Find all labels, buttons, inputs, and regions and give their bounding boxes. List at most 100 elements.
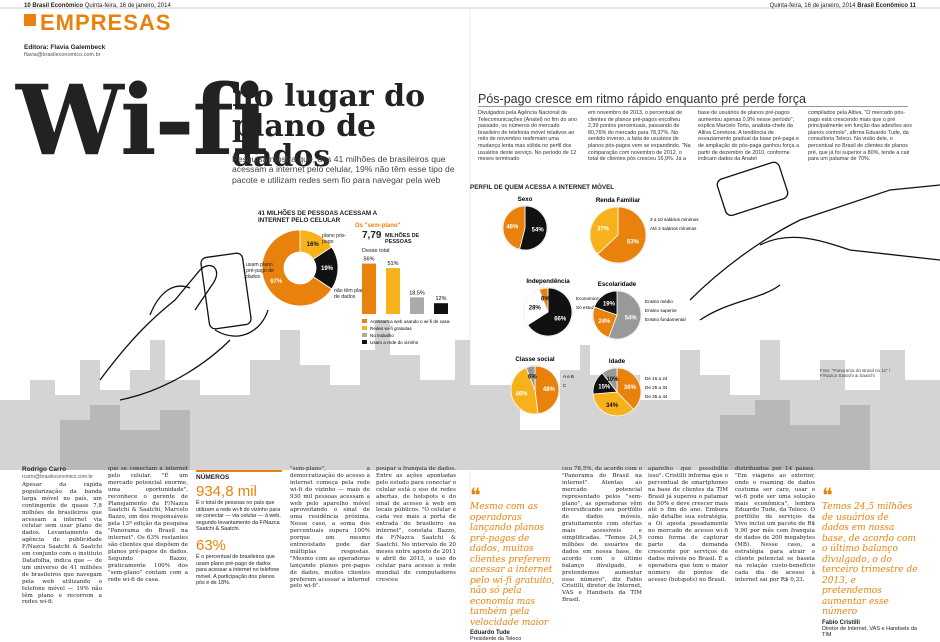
header-right: Quinta-feira, 16 de janeiro, 2014 Brasil… xyxy=(769,3,916,9)
pie-title: Independência xyxy=(526,278,570,285)
segment-label: 6% xyxy=(541,296,550,302)
pie-segment xyxy=(525,365,536,391)
pie-title: Escolaridade xyxy=(598,281,637,288)
segment-name-text: plano pós-pago xyxy=(322,233,347,245)
legend-label: Usam a rede do vizinho xyxy=(370,340,419,345)
page: 10 Brasil Econômico Quinta-feira, 16 de … xyxy=(0,3,940,642)
legend-label: Redes wi-fi gratuitas xyxy=(370,326,412,331)
pie-title: Sexo xyxy=(518,196,533,203)
segment-label: 46% xyxy=(506,224,519,230)
segment-label: 48% xyxy=(543,387,556,393)
segment-label: 16% xyxy=(307,242,320,248)
quote2: ❝ Temos 24,5 milhões de usuários de dado… xyxy=(822,483,918,638)
quote1: ❝ Mesmo com as operadoras lançando plano… xyxy=(470,483,555,642)
bar-label: 18,5% xyxy=(409,290,425,296)
illustration xyxy=(0,7,940,608)
chart2-title: Os "sem-plano" xyxy=(355,223,401,229)
photo-credit: Foto: "Panorama do Brasil no 11" / F/Naz… xyxy=(820,368,891,378)
segment-name: usam plano pré-pago de dados xyxy=(246,262,274,280)
byline-email: rcarro@brasileconomico.com.br xyxy=(22,474,93,480)
pie-segment xyxy=(616,367,642,410)
pie-title: Classe social xyxy=(515,356,554,363)
sidebar-column: base de usuários de planos pré-pagos aum… xyxy=(698,110,799,163)
headline-big: Wi-fi xyxy=(16,64,268,177)
segment-label: 24% xyxy=(598,319,611,325)
pie-segment xyxy=(523,289,549,326)
sidebar-rule xyxy=(478,106,908,107)
segment-label: 63% xyxy=(627,239,640,245)
quote2-role: Diretor de Internet, VAS e Handsets da T… xyxy=(822,625,917,638)
pie-segment xyxy=(597,206,647,264)
pie-segment xyxy=(593,290,618,316)
pie-segment xyxy=(592,306,618,339)
quote1-role: Presidente da Teleco xyxy=(470,636,522,642)
editor-email: flavia@brasileconomico.com.br xyxy=(24,52,101,58)
segment-name: C xyxy=(563,383,567,388)
headline-rest: no lugar do plano de dados xyxy=(232,79,426,174)
segment-label: 6% xyxy=(528,374,537,380)
segment-label: 54% xyxy=(625,315,638,321)
segment-label: 19% xyxy=(321,266,334,272)
segment-name: plano pós-pago xyxy=(322,233,347,245)
segment-label: 10% xyxy=(606,377,619,383)
header-left: 10 Brasil Econômico Quinta-feira, 16 de … xyxy=(24,3,171,9)
byline: Rodrigo Carro xyxy=(22,466,67,473)
pie-outline xyxy=(592,367,642,417)
segment-name-text: não têm plano de dados xyxy=(334,288,367,300)
pie-segment xyxy=(592,391,635,417)
legend-swatch xyxy=(362,326,367,330)
segment-name: Ensino médio xyxy=(645,299,673,304)
segment-label: 28% xyxy=(529,306,542,312)
pie-segment xyxy=(510,367,539,415)
legend-label: No trabalho xyxy=(370,333,394,338)
segment-label: 66% xyxy=(554,317,567,323)
editor: Editora: Flavia Galembeck xyxy=(24,44,106,51)
pie-outline xyxy=(502,205,548,251)
segment-name: 3 a 10 salários mínimos xyxy=(650,217,699,222)
legend-swatch xyxy=(362,333,367,337)
segment-name: A e B xyxy=(563,374,574,379)
pie-segment xyxy=(608,290,642,340)
segment-label: 54% xyxy=(532,228,545,234)
body-column: ceu 78,5%, de acordo com o "Panorama do … xyxy=(562,466,642,604)
bar xyxy=(410,297,424,314)
pie-segment xyxy=(527,287,573,337)
bar-label: 51% xyxy=(387,261,398,267)
segment-name: Só estudam xyxy=(576,305,601,310)
segment-name: Ensino fundamental xyxy=(645,317,686,322)
chart1-title: 41 MILHÕES DE PESSOAS ACESSAM A INTERNET… xyxy=(258,210,377,224)
quote2-text: Temos 24,5 milhões de usuários de dados … xyxy=(822,502,918,617)
segment-label: 19% xyxy=(603,302,616,308)
body-column: poupar a franquia de dados. Entre as açõ… xyxy=(376,466,456,583)
numbers-big1: 934,8 mil xyxy=(196,483,257,500)
segment-label: 67% xyxy=(270,279,283,285)
sidebar-title: Pós-pago cresce em ritmo rápido enquanto… xyxy=(478,92,806,106)
numbers-text2: É o percentual de brasileiros que usam p… xyxy=(196,553,280,587)
pie-outline xyxy=(510,365,560,415)
pie-segment xyxy=(261,229,333,307)
body-column: que se conectam à internet pelo celular.… xyxy=(108,466,188,583)
chart2-subtitle: Desse total xyxy=(362,248,390,254)
charts: 16% 19% 67% plano pós-pago não têm plano de … xyxy=(246,196,699,417)
segment-label: 46% xyxy=(516,391,529,397)
numbers-text1: É o total de pessoas no país que utiliza… xyxy=(196,500,281,533)
segment-name: não têm plano de dados xyxy=(334,288,367,300)
segment-label: 36% xyxy=(624,385,637,391)
body-column: "sem-plano", a democratização do acesso … xyxy=(290,466,370,590)
body-column: aparelho que possibilite isso". Cristill… xyxy=(648,466,728,583)
segment-name: Até 3 salários mínimos xyxy=(650,226,697,231)
chart2-unit: MILHÕES DE PESSOAS xyxy=(385,233,420,245)
pie-segment xyxy=(601,367,618,394)
segment-label: 34% xyxy=(606,403,619,409)
pie-segment xyxy=(538,287,549,313)
bar xyxy=(434,303,448,314)
pie-title: Renda Familiar xyxy=(596,197,641,204)
sidebar-column: compilados pela Altiva. "O mercado pós-p… xyxy=(808,110,912,163)
pie-segment xyxy=(589,206,619,255)
numbers-big2: 63% xyxy=(196,536,227,554)
chart2-number: 7,79 xyxy=(362,230,382,241)
lead: Pesquisa mostra que, dos 41 milhões de b… xyxy=(232,154,455,185)
legend-swatch xyxy=(362,340,367,344)
sidebar-column: Divulgados pela Agência Nacional de Tele… xyxy=(478,110,577,163)
legend-swatch xyxy=(362,319,367,323)
